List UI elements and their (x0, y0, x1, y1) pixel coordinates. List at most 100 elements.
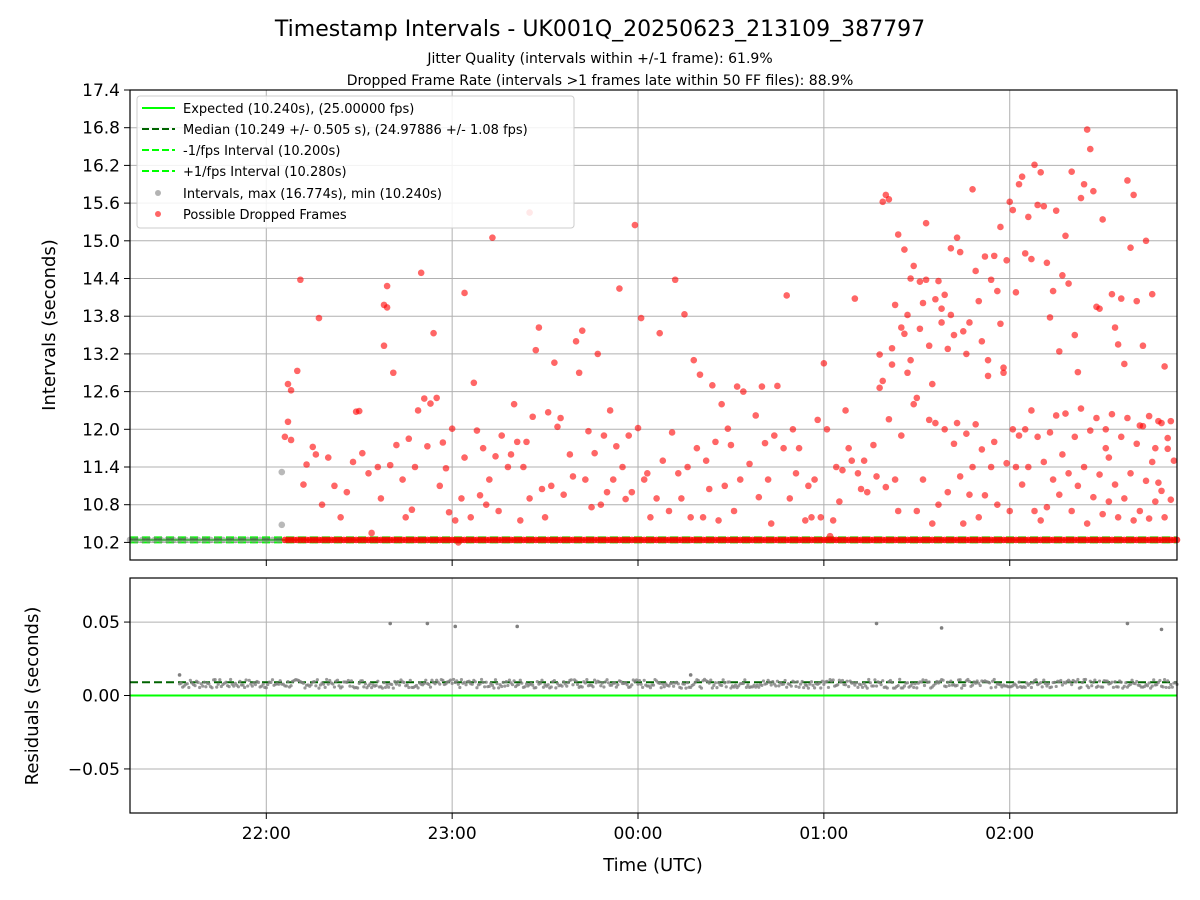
dropped-frame-point (1127, 469, 1134, 477)
residual-point (585, 678, 589, 682)
dropped-frame-point (873, 473, 880, 480)
residual-point (769, 683, 773, 687)
dropped-frame-point (297, 276, 304, 284)
dropped-frame-point (947, 311, 955, 319)
residual-point (970, 683, 975, 687)
residual-point (356, 686, 360, 690)
residual-point (261, 682, 265, 686)
residual-point (707, 681, 711, 685)
residual-point (229, 677, 233, 682)
dropped-frame-point (1152, 444, 1159, 452)
residual-point (1135, 679, 1139, 684)
dropped-frame-point (678, 495, 685, 502)
residual-point (798, 682, 803, 686)
residual-point (975, 679, 979, 683)
dropped-frame-point (1142, 237, 1150, 245)
dropped-frame-point (647, 513, 654, 521)
dropped-frame-point (1152, 498, 1159, 505)
residual-point (309, 683, 313, 687)
dropped-frame-point (1028, 255, 1035, 263)
dropped-frame-point (984, 356, 992, 364)
dropped-frame-point (383, 282, 391, 290)
dropped-frame-point (588, 503, 595, 511)
residual-point (467, 679, 471, 683)
residual-point (1049, 685, 1054, 689)
dropped-frame-point (1000, 369, 1007, 377)
dropped-frame-point (1105, 454, 1113, 461)
dropped-frame-point (1028, 407, 1035, 414)
dropped-frame-point (365, 469, 372, 477)
residual-point (1166, 679, 1170, 683)
residual-point (549, 685, 553, 689)
dropped-frame-point (721, 482, 729, 490)
dropped-frame-point (913, 394, 921, 402)
residual-point (1046, 682, 1050, 686)
residual-outlier-point (688, 673, 693, 677)
interval-point (256, 536, 264, 544)
dropped-frame-point (894, 231, 902, 238)
residual-point (455, 679, 459, 683)
dropped-frame-point (1052, 207, 1060, 214)
dropped-frame-point (1052, 412, 1060, 419)
dropped-frame-point (690, 356, 698, 364)
residual-point (679, 686, 683, 690)
dropped-frame-point (994, 501, 1001, 509)
dropped-frame-point (1077, 405, 1085, 412)
dropped-frame-point (414, 407, 422, 414)
residual-point (535, 680, 539, 684)
top-y-tick-label: 13.2 (82, 345, 120, 365)
dropped-frame-point (823, 426, 831, 433)
dropped-frame-point (894, 507, 902, 515)
residual-point (684, 686, 688, 690)
dropped-frame-point (1108, 290, 1116, 298)
dropped-frame-point (699, 513, 707, 521)
residual-point (427, 682, 431, 687)
dropped-frame-point (959, 327, 967, 335)
residual-point (565, 684, 569, 688)
residual-point (269, 680, 273, 685)
dropped-frame-point (359, 449, 366, 457)
dropped-frame-point (944, 345, 952, 353)
residual-point (277, 682, 281, 686)
dropped-frame-point (1040, 202, 1048, 210)
residual-point (1087, 686, 1091, 690)
dropped-frame-point (554, 423, 561, 431)
residual-point (332, 685, 337, 689)
residual-point (510, 683, 515, 687)
residual-outlier-point (874, 621, 879, 626)
dropped-frame-point (817, 513, 825, 521)
residual-point (593, 678, 597, 682)
residual-point (1070, 683, 1074, 687)
legend-expected: Expected (10.240s), (25.00000 fps) (183, 102, 414, 117)
dropped-frame-point (603, 488, 611, 496)
residual-point (949, 679, 953, 683)
dropped-frame-point (1114, 341, 1122, 348)
dropped-frame-point (1034, 201, 1041, 209)
residual-point (989, 686, 993, 690)
dropped-frame-point (1090, 187, 1097, 195)
dropped-frame-point (681, 311, 688, 318)
residual-point (224, 680, 228, 684)
dropped-frame-point (913, 507, 921, 515)
residual-point (266, 682, 270, 687)
residual-point (1029, 685, 1034, 690)
dropped-frame-point (767, 520, 775, 527)
residual-outlier-point (1159, 627, 1164, 632)
dropped-frame-point (916, 278, 924, 285)
residual-point (1059, 678, 1063, 683)
dropped-frame-point (907, 275, 914, 282)
residual-point (500, 684, 504, 689)
residual-point (236, 685, 241, 689)
residual-point (603, 680, 608, 684)
residual-point (1090, 684, 1094, 688)
dropped-frame-point (1167, 496, 1175, 503)
residual-point (571, 683, 575, 687)
residual-point (871, 684, 876, 688)
residual-point (1161, 685, 1165, 689)
interval-point (201, 536, 208, 544)
dropped-frame-point (616, 285, 623, 292)
residual-point (243, 685, 247, 690)
residual-point (826, 685, 831, 690)
residual-point (501, 680, 505, 684)
residual-point (325, 677, 329, 682)
